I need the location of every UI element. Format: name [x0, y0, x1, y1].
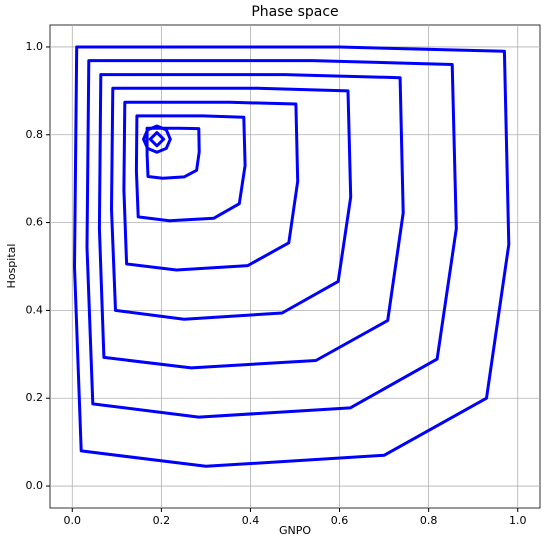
- x-tick-label: 0.8: [420, 514, 438, 527]
- streamline: [110, 86, 353, 321]
- y-tick-label: 0.2: [26, 391, 44, 404]
- x-tick-label: 1.0: [509, 514, 527, 527]
- streamline: [142, 124, 172, 154]
- plot-frame: [49, 24, 541, 509]
- x-tick-label: 0.4: [242, 514, 260, 527]
- x-tick-label: 0.2: [153, 514, 171, 527]
- y-tick-label: 0.4: [26, 303, 44, 316]
- y-tick-label: 0.6: [26, 216, 44, 229]
- x-tick-label: 0.6: [331, 514, 349, 527]
- y-tick-label: 1.0: [26, 40, 44, 53]
- x-axis-label: GNPO: [279, 524, 311, 537]
- streamline: [134, 114, 247, 223]
- y-tick-label: 0.0: [26, 479, 44, 492]
- y-axis-label: Hospital: [5, 244, 18, 289]
- streamline: [145, 126, 201, 180]
- streamline: [122, 100, 300, 272]
- chart-title: Phase space: [251, 4, 338, 20]
- y-tick-label: 0.8: [26, 128, 44, 141]
- x-tick-label: 0.0: [64, 514, 82, 527]
- streamline: [85, 59, 458, 419]
- streamline: [148, 131, 166, 148]
- streamline: [73, 45, 511, 468]
- streamline: [97, 73, 405, 370]
